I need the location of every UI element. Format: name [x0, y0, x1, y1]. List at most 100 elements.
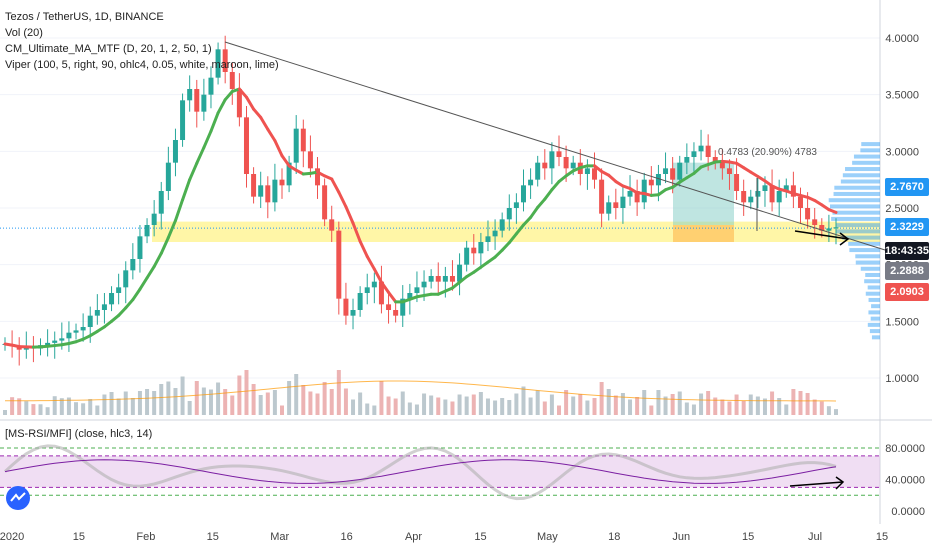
x-tick-label: 15 — [474, 531, 486, 543]
volume-profile-bar — [865, 273, 880, 277]
candle-body — [187, 89, 193, 101]
volume-profile-bar — [833, 191, 880, 196]
volume-bar — [706, 391, 711, 415]
candle-body — [329, 219, 335, 231]
candle-body — [464, 247, 470, 265]
candle-body — [485, 236, 491, 242]
candle-body — [80, 327, 86, 331]
y-tick-label: 2.5000 — [885, 203, 919, 215]
candle-body — [790, 185, 796, 197]
volume-bar — [230, 395, 235, 415]
candle-body — [307, 151, 313, 169]
volume-bar — [45, 407, 50, 415]
ma-segment — [173, 198, 185, 223]
ma-segment — [216, 98, 227, 115]
candle-body — [258, 185, 264, 197]
ma-segment — [557, 174, 568, 184]
volume-profile-bar — [861, 142, 880, 147]
candle-body — [322, 185, 328, 220]
volume-profile-bar — [834, 185, 880, 190]
candle-body — [286, 162, 292, 186]
candle-body — [208, 77, 214, 95]
candle-body — [73, 330, 79, 333]
volume-bar — [88, 399, 93, 415]
volume-profile-bar — [842, 235, 880, 240]
x-tick-label: 2020 — [0, 531, 24, 543]
volume-bar — [528, 397, 533, 415]
volume-profile-bar — [830, 204, 880, 209]
candle-body — [421, 281, 427, 288]
volume-bar — [762, 398, 767, 415]
volume-profile-bar — [865, 291, 880, 296]
candle-body — [172, 140, 178, 163]
volume-bar — [542, 401, 547, 415]
ma-segment — [202, 129, 213, 150]
volume-bar — [812, 399, 817, 415]
volume-bar — [677, 391, 682, 415]
volume-bar — [784, 404, 789, 415]
rsi-line — [4, 459, 837, 484]
volume-bar — [152, 391, 157, 415]
volume-profile-bar — [864, 279, 880, 284]
candle-body — [457, 264, 463, 282]
trendline — [224, 41, 886, 251]
volume-profile-bar — [853, 154, 880, 159]
ma-segment — [223, 90, 234, 102]
candle-body — [762, 185, 768, 191]
ma-segment — [550, 180, 561, 192]
axes: 4.00003.50003.00002.50002.00001.50001.00… — [0, 33, 925, 543]
candle-body — [627, 191, 633, 197]
volume-bar — [265, 392, 270, 415]
candle-body — [428, 276, 434, 282]
volume-bar — [351, 399, 356, 415]
candle-body — [570, 162, 576, 169]
candle-body — [414, 287, 420, 293]
x-tick-label: 16 — [340, 531, 352, 543]
candle-body — [130, 259, 136, 271]
candle-body — [655, 174, 661, 186]
volume-bar — [166, 381, 171, 415]
volume-profile-bar — [860, 266, 880, 271]
volume-bar — [130, 398, 135, 415]
volume-bar — [315, 393, 320, 415]
candle-body — [393, 310, 399, 316]
candle-body — [94, 310, 100, 316]
x-tick-label: 15 — [742, 531, 754, 543]
candle-body — [66, 332, 72, 339]
volume-bar — [564, 390, 569, 415]
candle-body — [158, 191, 164, 214]
candle-body — [300, 128, 306, 152]
volume-bar — [31, 404, 36, 415]
volume-bar — [109, 392, 114, 415]
volume-bar — [791, 389, 796, 415]
legend-ma: CM_Ultimate_MA_MTF (D, 20, 1, 2, 50, 1) — [5, 43, 212, 55]
ma-segment — [493, 248, 504, 259]
volume-bar — [592, 398, 597, 415]
volume-bar — [237, 375, 242, 415]
volume-bar — [52, 396, 57, 415]
candle-body — [776, 191, 782, 203]
tradingview-logo-icon[interactable] — [6, 486, 30, 510]
volume-bar — [244, 370, 249, 415]
candle-body — [641, 179, 647, 203]
ma-segment — [237, 87, 248, 99]
ma-segment — [188, 161, 199, 182]
candle-body — [378, 281, 384, 305]
volume-profile-bar — [845, 167, 880, 172]
volume-bar — [81, 403, 86, 415]
ma-segment — [280, 154, 291, 168]
ma-segment — [500, 241, 511, 252]
candle-body — [648, 179, 654, 186]
rsi-arrow-line — [789, 481, 844, 487]
volume-profile-bar — [855, 254, 880, 259]
volume-bar — [272, 390, 277, 415]
candle-body — [194, 89, 200, 112]
ma-segment — [507, 232, 518, 245]
volume-bar — [258, 395, 263, 415]
volume-bar — [649, 405, 654, 415]
candle-body — [592, 168, 598, 180]
volume-bar — [301, 385, 306, 415]
volume-bar — [819, 401, 824, 415]
volume-bar — [24, 401, 29, 415]
